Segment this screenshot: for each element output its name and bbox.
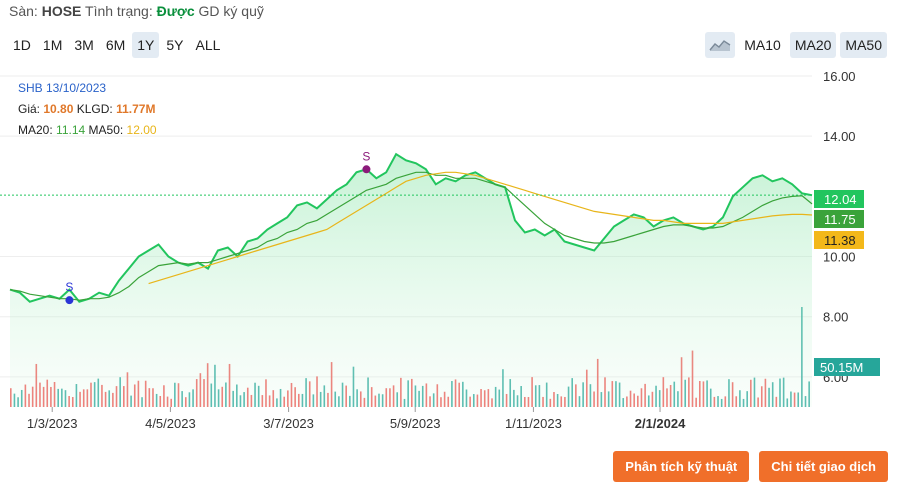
ma20-badge: 11.75 (824, 212, 856, 227)
ma20-line (9, 171, 813, 301)
exchange-label: Sàn: (9, 3, 38, 19)
volume-badge: 50.15M (820, 360, 863, 375)
value-badges: 12.04 11.75 11.38 50.15M (814, 190, 880, 376)
price-line (9, 152, 813, 303)
sell-marker-dot[interactable] (65, 296, 74, 305)
volume-value: 11.77M (116, 102, 156, 116)
price-volume-row: Giá: 10.80 KLGD: 11.77M (18, 102, 156, 116)
range-tab-1m[interactable]: 1M (42, 37, 63, 53)
status-value: Được (156, 3, 195, 19)
x-tick-label: 5/9/2023 (390, 416, 441, 431)
chart-type-button[interactable] (705, 32, 736, 58)
ma20-badge-bg (814, 210, 864, 228)
ma50-badge-bg (814, 231, 864, 249)
x-tick-label: 1/3/2023 (27, 416, 78, 431)
x-tick-label: 1/11/2023 (505, 416, 562, 431)
last-price-badge-bg (814, 190, 864, 208)
range-tab-3m[interactable]: 3M (74, 37, 94, 53)
trade-details-button[interactable]: Chi tiết giao dịch (759, 451, 888, 482)
range-tab-6m[interactable]: 6M (105, 37, 126, 53)
sell-marker-dot[interactable] (362, 165, 371, 174)
status-suffix: GD ký quỹ (198, 3, 264, 19)
ma10-toggle[interactable]: MA10 (744, 37, 781, 53)
ma50-toggle[interactable]: MA50 (840, 32, 887, 58)
ma-tabs: MA10 MA20 MA50 (705, 32, 887, 58)
ma-row: MA20: 11.14 MA50: 12.00 (18, 123, 157, 137)
range-tabs: 1D 1M 3M 6M 1Y 5Y ALL (8, 32, 225, 58)
ma50-line (148, 171, 813, 285)
exchange-value: HOSE (41, 3, 82, 19)
technical-analysis-button[interactable]: Phân tích kỹ thuật (613, 451, 750, 482)
sell-marker-label: S (65, 280, 73, 294)
x-tick-label: 2/1/2024 (635, 416, 686, 431)
last-price-badge: 12.04 (824, 192, 857, 207)
ma50-badge: 11.38 (824, 233, 856, 248)
ma20-value: 11.14 (56, 123, 86, 137)
area-chart-icon (709, 40, 731, 51)
sell-markers: SS (65, 149, 371, 305)
price-value: 10.80 (43, 102, 74, 116)
series-lines (0, 152, 813, 303)
x-tick-label: 3/7/2023 (263, 416, 314, 431)
x-axis: 1/3/2023 4/5/2023 3/7/2023 5/9/2023 1/11/202… (27, 407, 686, 431)
ma20-toggle[interactable]: MA20 (789, 32, 837, 58)
hover-info: SHB 13/10/2023 Giá: 10.80 KLGD: 11.77M M… (18, 78, 157, 141)
range-tab-5y[interactable]: 5Y (166, 37, 184, 53)
price-area (10, 154, 812, 407)
x-tick-label: 4/5/2023 (145, 416, 196, 431)
range-tab-all[interactable]: ALL (195, 37, 221, 53)
y-tick-label: 10.00 (823, 250, 856, 265)
range-tab-1y[interactable]: 1Y (132, 32, 160, 58)
volume-badge-bg (814, 358, 880, 376)
price-area-fill (10, 154, 812, 407)
ma50-value: 12.00 (126, 123, 157, 137)
status-line: Sàn: HOSE Tình trạng: Được GD ký quỹ (9, 3, 264, 19)
y-tick-label: 14.00 (823, 129, 856, 144)
sell-marker-label: S (362, 149, 370, 163)
symbol-date: SHB 13/10/2023 (18, 81, 107, 95)
range-tab-1d[interactable]: 1D (13, 37, 31, 53)
action-buttons: Phân tích kỹ thuật Chi tiết giao dịch (613, 451, 888, 482)
y-tick-label: 8.00 (823, 310, 848, 325)
y-tick-label: 16.00 (823, 69, 856, 84)
status-label: Tình trạng: (85, 3, 153, 19)
